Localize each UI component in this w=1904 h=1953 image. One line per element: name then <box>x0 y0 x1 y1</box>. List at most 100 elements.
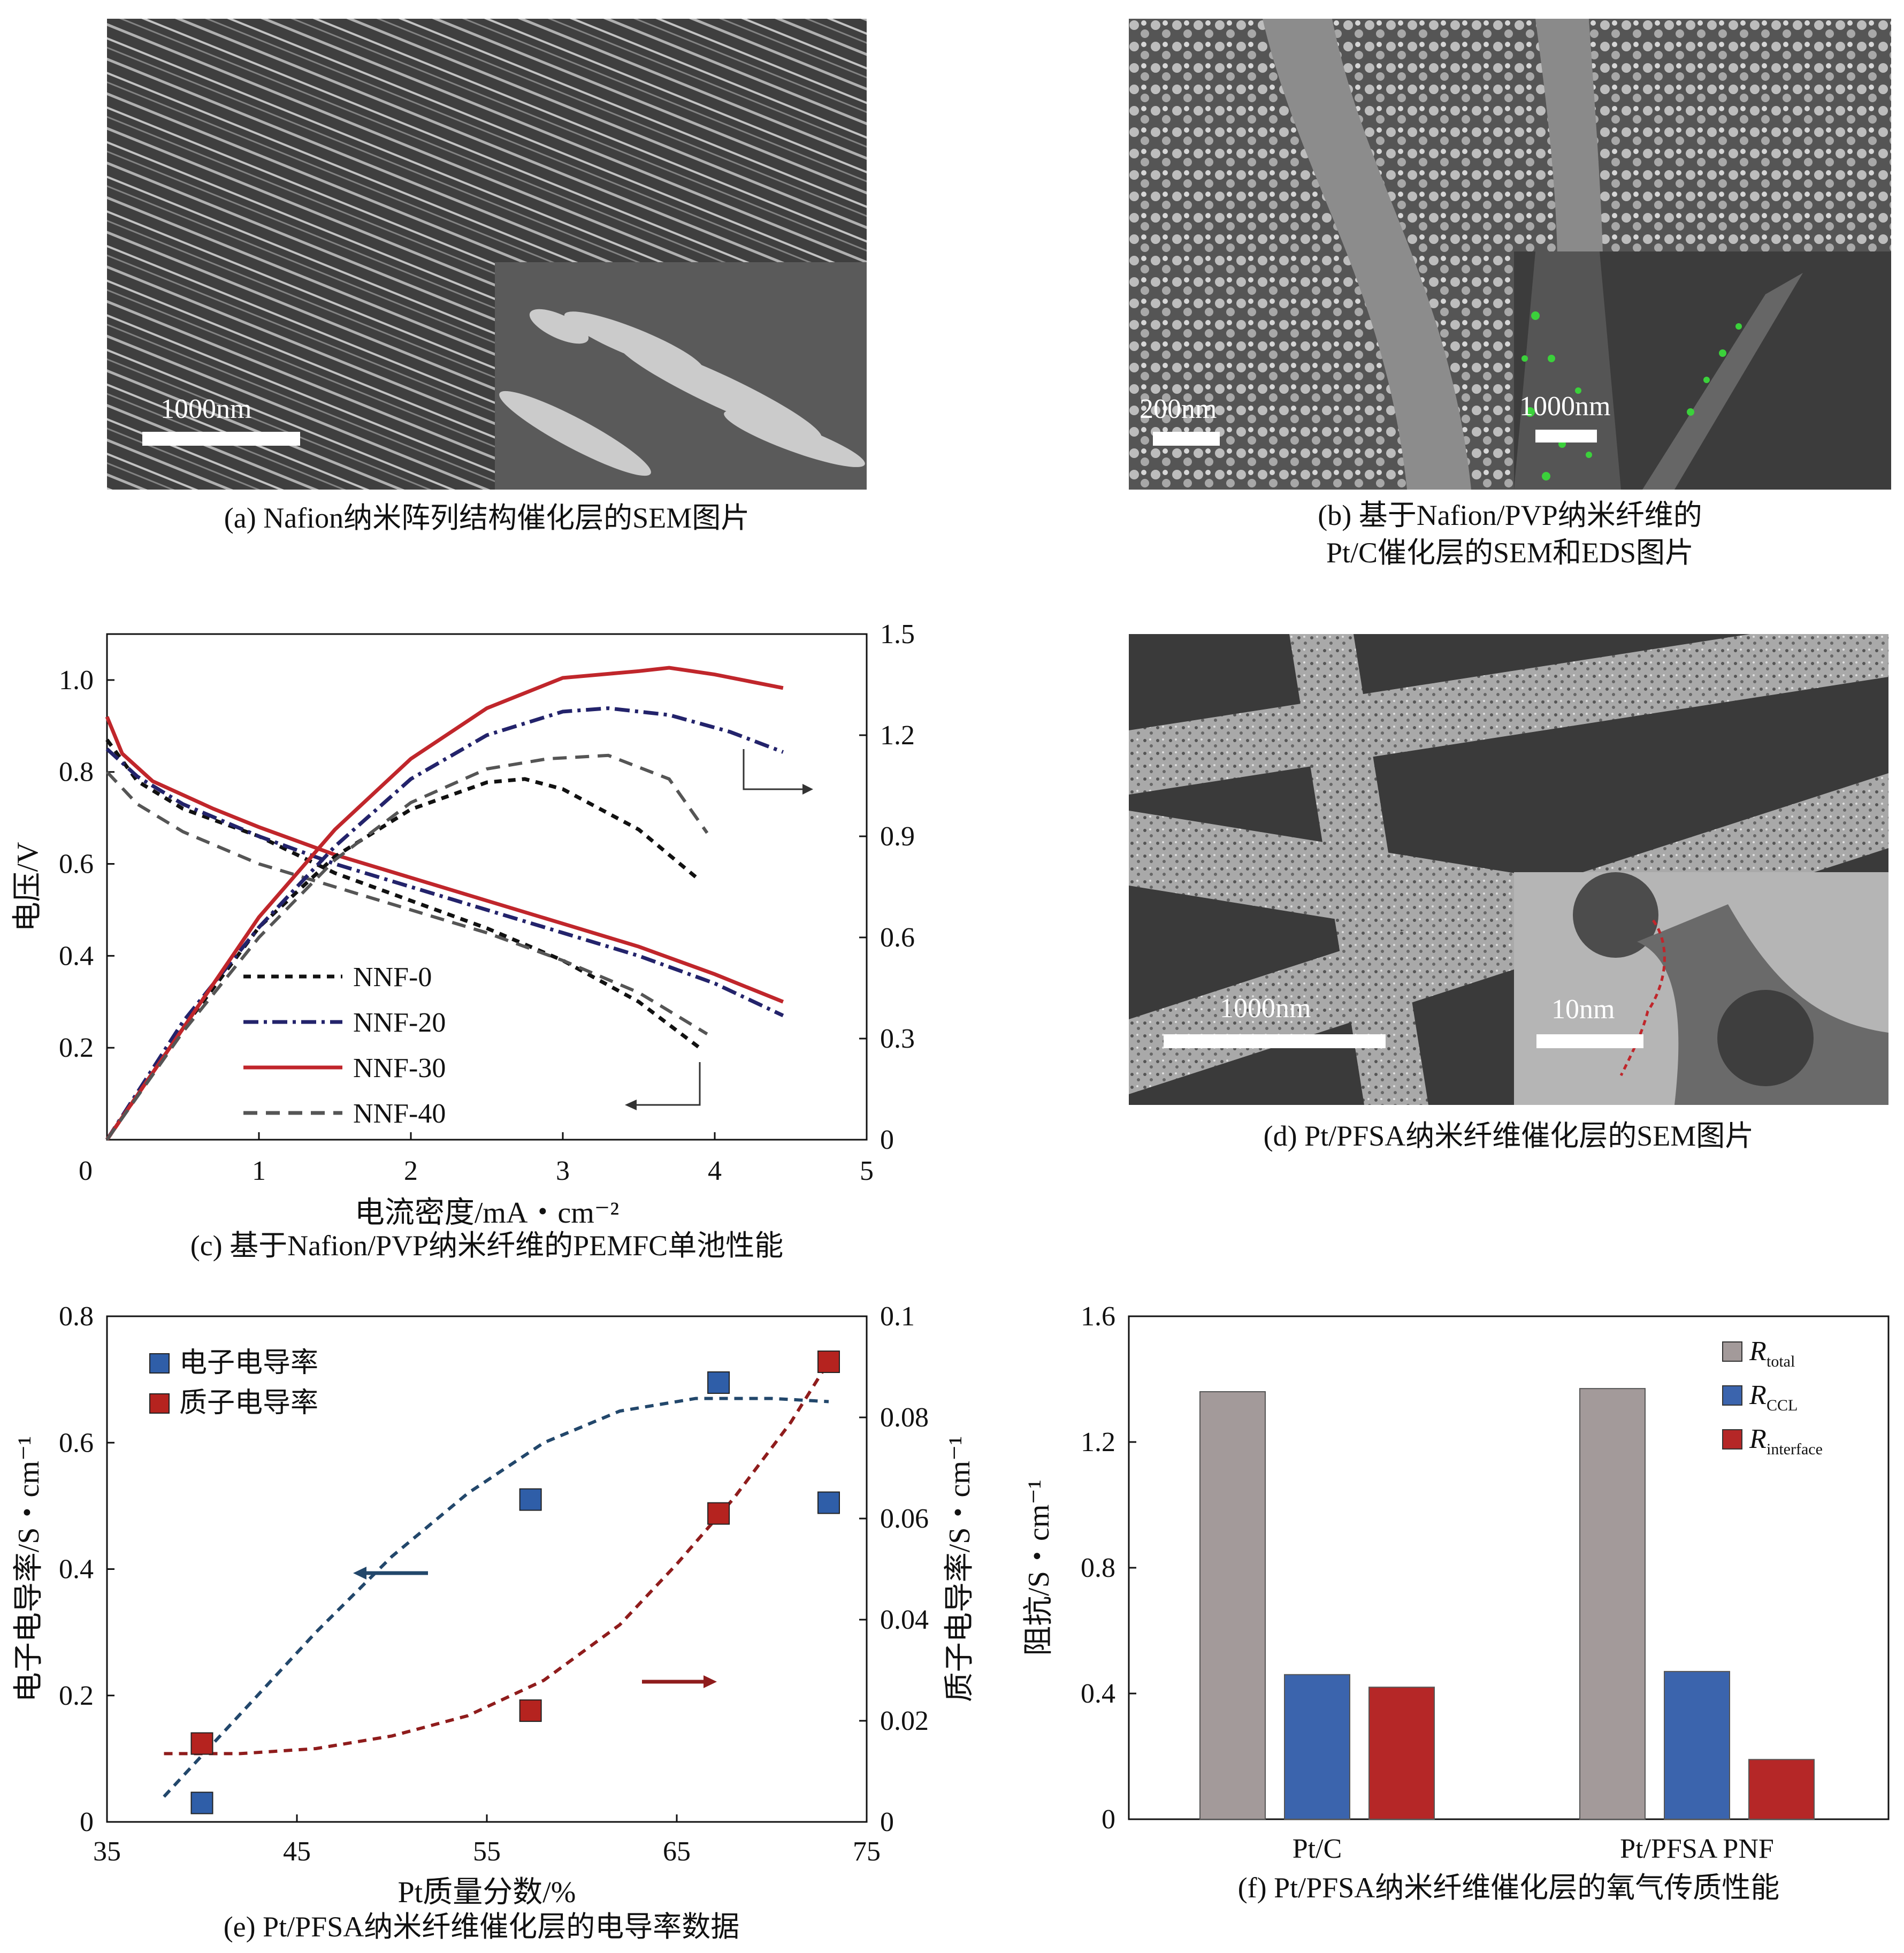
legend-swatch <box>1722 1429 1742 1450</box>
inset-scale-bar <box>1536 1034 1643 1048</box>
sem-image-nafion-array: 1000nm <box>107 19 867 490</box>
x-tick-label: 0 <box>79 1156 93 1186</box>
legend-label: NNF-20 <box>353 1008 446 1038</box>
x-tick-label: 65 <box>663 1836 691 1867</box>
power-curve-nnf-20 <box>105 706 784 1141</box>
y-tick-label: 0.2 <box>59 1681 94 1711</box>
left-axis-arrowhead <box>625 1100 637 1110</box>
legend-label: R <box>1749 1336 1767 1367</box>
bar-r_total <box>1199 1391 1266 1820</box>
x-tick-label: 55 <box>473 1836 501 1867</box>
x-tick-label: 4 <box>708 1156 722 1186</box>
polarization-curve-nnf-20 <box>105 747 784 1018</box>
caption-a: (a) Nafion纳米阵列结构催化层的SEM图片 <box>224 502 750 534</box>
x-axis-label: Pt质量分数/% <box>398 1876 576 1905</box>
caption-e: (e) Pt/PFSA纳米纤维催化层的电导率数据 <box>223 1911 740 1943</box>
caption-d: (d) Pt/PFSA纳米纤维催化层的SEM图片 <box>1263 1120 1754 1152</box>
sem-image-pt-pfsa-fibers: 1000nm 10nm <box>1129 634 1888 1105</box>
y-tick-label: 0.8 <box>59 757 94 788</box>
power-curve-nnf-0 <box>105 777 701 1141</box>
power-curve-nnf-30 <box>105 666 784 1141</box>
caption-f: (f) Pt/PFSA纳米纤维催化层的氧气传质性能 <box>1237 1872 1780 1904</box>
x-tick-label: Pt/PFSA PNF <box>1620 1834 1774 1864</box>
y-axis-label: 阻抗/S・cm⁻¹ <box>1022 1479 1056 1656</box>
polarization-curve-nnf-0 <box>105 738 701 1049</box>
y-tick-label: 0 <box>1102 1804 1115 1835</box>
bar-r_ccl <box>1664 1670 1730 1820</box>
scale-label: 200nm <box>1140 394 1217 424</box>
left-axis-arrow <box>631 1062 701 1106</box>
y-right-tick-label: 0.9 <box>880 821 915 852</box>
proton-fit-curve <box>164 1361 830 1756</box>
electron-point <box>519 1488 542 1511</box>
inset-scale-label: 10nm <box>1551 994 1615 1025</box>
inset-scale-bar <box>1535 430 1597 443</box>
scale-bar <box>1153 432 1220 446</box>
legend-swatch <box>1722 1385 1742 1406</box>
proton-point <box>519 1699 542 1722</box>
legend-label: NNF-40 <box>353 1098 446 1129</box>
y-tick-label: 0.6 <box>59 1428 94 1458</box>
y-right-tick-label: 0.3 <box>880 1024 915 1054</box>
legend-label: R <box>1749 1424 1767 1454</box>
electron-point <box>190 1791 213 1814</box>
caption-b-line1: (b) 基于Nafion/PVP纳米纤维的 <box>1318 499 1702 531</box>
scale-label: 1000nm <box>160 394 252 424</box>
proton-point <box>817 1351 840 1374</box>
y-tick-label: 0.4 <box>59 941 94 971</box>
scale-bar <box>1164 1034 1386 1048</box>
plot-frame <box>106 633 868 1141</box>
legend-swatch <box>149 1353 170 1374</box>
y-tick-label: 0.6 <box>59 849 94 880</box>
proton-point <box>707 1502 730 1525</box>
y-right-tick-label: 0.08 <box>880 1402 929 1433</box>
legend-label: R <box>1749 1380 1767 1410</box>
y-axis-label: 电子电导率/S・cm⁻¹ <box>12 1436 45 1702</box>
y-right-tick-label: 1.5 <box>880 619 915 650</box>
inset-scale-label: 1000nm <box>1519 391 1611 422</box>
right-axis-arrow <box>743 749 808 790</box>
scale-label: 1000nm <box>1220 993 1311 1024</box>
polarization-curve-nnf-40 <box>105 770 708 1035</box>
x-tick-label: 2 <box>404 1156 418 1186</box>
left-axis-arrowhead <box>353 1567 366 1580</box>
legend-label-subscript: interface <box>1767 1440 1823 1458</box>
x-axis-label: 电流密度/mA・cm⁻² <box>355 1196 619 1230</box>
scale-bar <box>142 432 300 446</box>
x-tick-label: 3 <box>556 1156 570 1186</box>
y-axis-label: 电压/V <box>11 842 44 932</box>
polarization-curve-nnf-30 <box>105 716 784 1004</box>
y-tick-label: 0.4 <box>1081 1679 1115 1709</box>
y-tick-label: 0 <box>80 1807 94 1837</box>
legend-label: 质子电导率 <box>179 1388 318 1418</box>
legend-swatch <box>149 1393 170 1414</box>
legend-label: 电子电导率 <box>179 1348 318 1378</box>
legend-label-subscript: CCL <box>1767 1397 1798 1414</box>
sem-inset-zoom <box>495 262 867 490</box>
tem-inset <box>1514 872 1888 1105</box>
y-tick-label: 1.2 <box>1081 1427 1115 1458</box>
y-tick-label: 1.0 <box>59 665 94 696</box>
y-right-tick-label: 1.2 <box>880 720 915 751</box>
y-tick-label: 0.4 <box>59 1554 94 1585</box>
x-tick-label: 75 <box>853 1836 881 1867</box>
legend-swatch <box>1722 1341 1742 1362</box>
x-tick-label: 45 <box>283 1836 311 1867</box>
chart-e-conductivity: 35 45 55 65 7500.20.40.60.800.020.040.060.08… <box>12 1301 976 1905</box>
y-right-tick-label: 0 <box>880 1807 894 1837</box>
electron-fit-curve <box>163 1397 829 1798</box>
y-right-tick-label: 0 <box>880 1125 894 1155</box>
y-right-tick-label: 0.06 <box>880 1504 929 1534</box>
electron-point <box>817 1491 840 1514</box>
legend-label-subscript: total <box>1767 1353 1795 1370</box>
bar-r_interface <box>1748 1759 1815 1820</box>
y-tick-label: 0.8 <box>59 1301 94 1332</box>
y-right-tick-label: 0.02 <box>880 1706 929 1736</box>
right-axis-arrowhead <box>802 784 813 795</box>
chart-c-pemfc-performance: 0 1 2 3 4 5 0.2 0.4 0.6 0.8 1.0 0 0.3 0.6 0.9 1.2 1.5 电流密… <box>11 619 915 1230</box>
caption-b-line2: Pt/C催化层的SEM和EDS图片 <box>1326 537 1694 569</box>
proton-point <box>190 1732 213 1755</box>
y-tick-label: 1.6 <box>1081 1301 1115 1332</box>
x-tick-label: 1 <box>252 1156 266 1186</box>
y-tick-label: 0.8 <box>1081 1553 1115 1583</box>
